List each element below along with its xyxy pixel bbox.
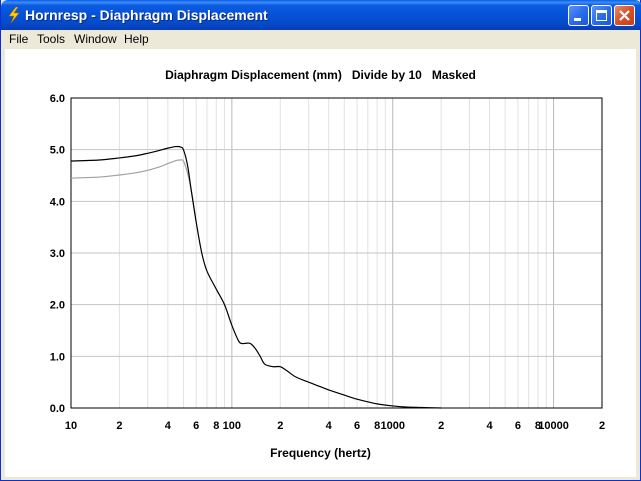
y-tick-label: 1.0	[50, 351, 65, 363]
y-tick-label: 5.0	[50, 145, 65, 157]
x-tick-label: 8	[213, 420, 219, 432]
y-tick-label: 0.0	[50, 403, 65, 415]
x-tick-label: 4	[326, 420, 333, 432]
menu-help[interactable]: Help	[124, 32, 149, 46]
x-tick-label: 10	[65, 420, 77, 432]
menu-bar: File Tools Window Help	[2, 30, 639, 49]
x-tick-label: 10000	[538, 420, 569, 432]
x-tick-label: 2	[277, 420, 283, 432]
lightning-icon	[8, 7, 20, 23]
menu-file[interactable]: File	[9, 32, 29, 46]
x-tick-label: 2	[116, 420, 122, 432]
x-tick-label: 4	[487, 420, 494, 432]
close-button[interactable]	[614, 5, 635, 26]
menu-window[interactable]: Window	[74, 32, 117, 46]
close-icon	[619, 10, 630, 21]
x-tick-label: 1000	[380, 420, 404, 432]
x-tick-label: 6	[515, 420, 521, 432]
series-line-masked	[70, 159, 197, 223]
x-tick-label: 2	[438, 420, 444, 432]
y-tick-label: 3.0	[50, 248, 65, 260]
x-tick-label: 8	[374, 420, 380, 432]
x-tick-label: 6	[193, 420, 199, 432]
x-tick-label: 4	[165, 420, 172, 432]
chart-area: Diaphragm Displacement (mm) Divide by 10…	[5, 49, 636, 477]
minimize-icon	[574, 18, 581, 21]
x-tick-label: 2	[599, 420, 605, 432]
y-tick-label: 6.0	[50, 93, 65, 105]
y-tick-label: 4.0	[50, 196, 65, 208]
window-title: Hornresp - Diaphragm Displacement	[25, 7, 268, 23]
minimize-button[interactable]	[568, 5, 589, 26]
chart-title: Diaphragm Displacement (mm) Divide by 10…	[165, 68, 476, 82]
maximize-button[interactable]	[591, 5, 612, 26]
x-tick-label: 8	[535, 420, 541, 432]
x-tick-label: 100	[223, 420, 241, 432]
x-axis-label: Frequency (hertz)	[270, 446, 371, 460]
x-tick-label: 6	[354, 420, 360, 432]
series-line-displacement	[70, 145, 442, 409]
displacement-chart: 6.05.04.03.02.01.00.010 2 4 6 8 100 2 4 6 8 1000 2 4…	[50, 93, 605, 432]
maximize-icon	[596, 10, 607, 21]
menu-tools[interactable]: Tools	[37, 32, 66, 46]
title-bar[interactable]: Hornresp - Diaphragm Displacement	[1, 0, 641, 30]
plot-frame	[70, 97, 603, 409]
y-tick-label: 2.0	[50, 300, 65, 312]
